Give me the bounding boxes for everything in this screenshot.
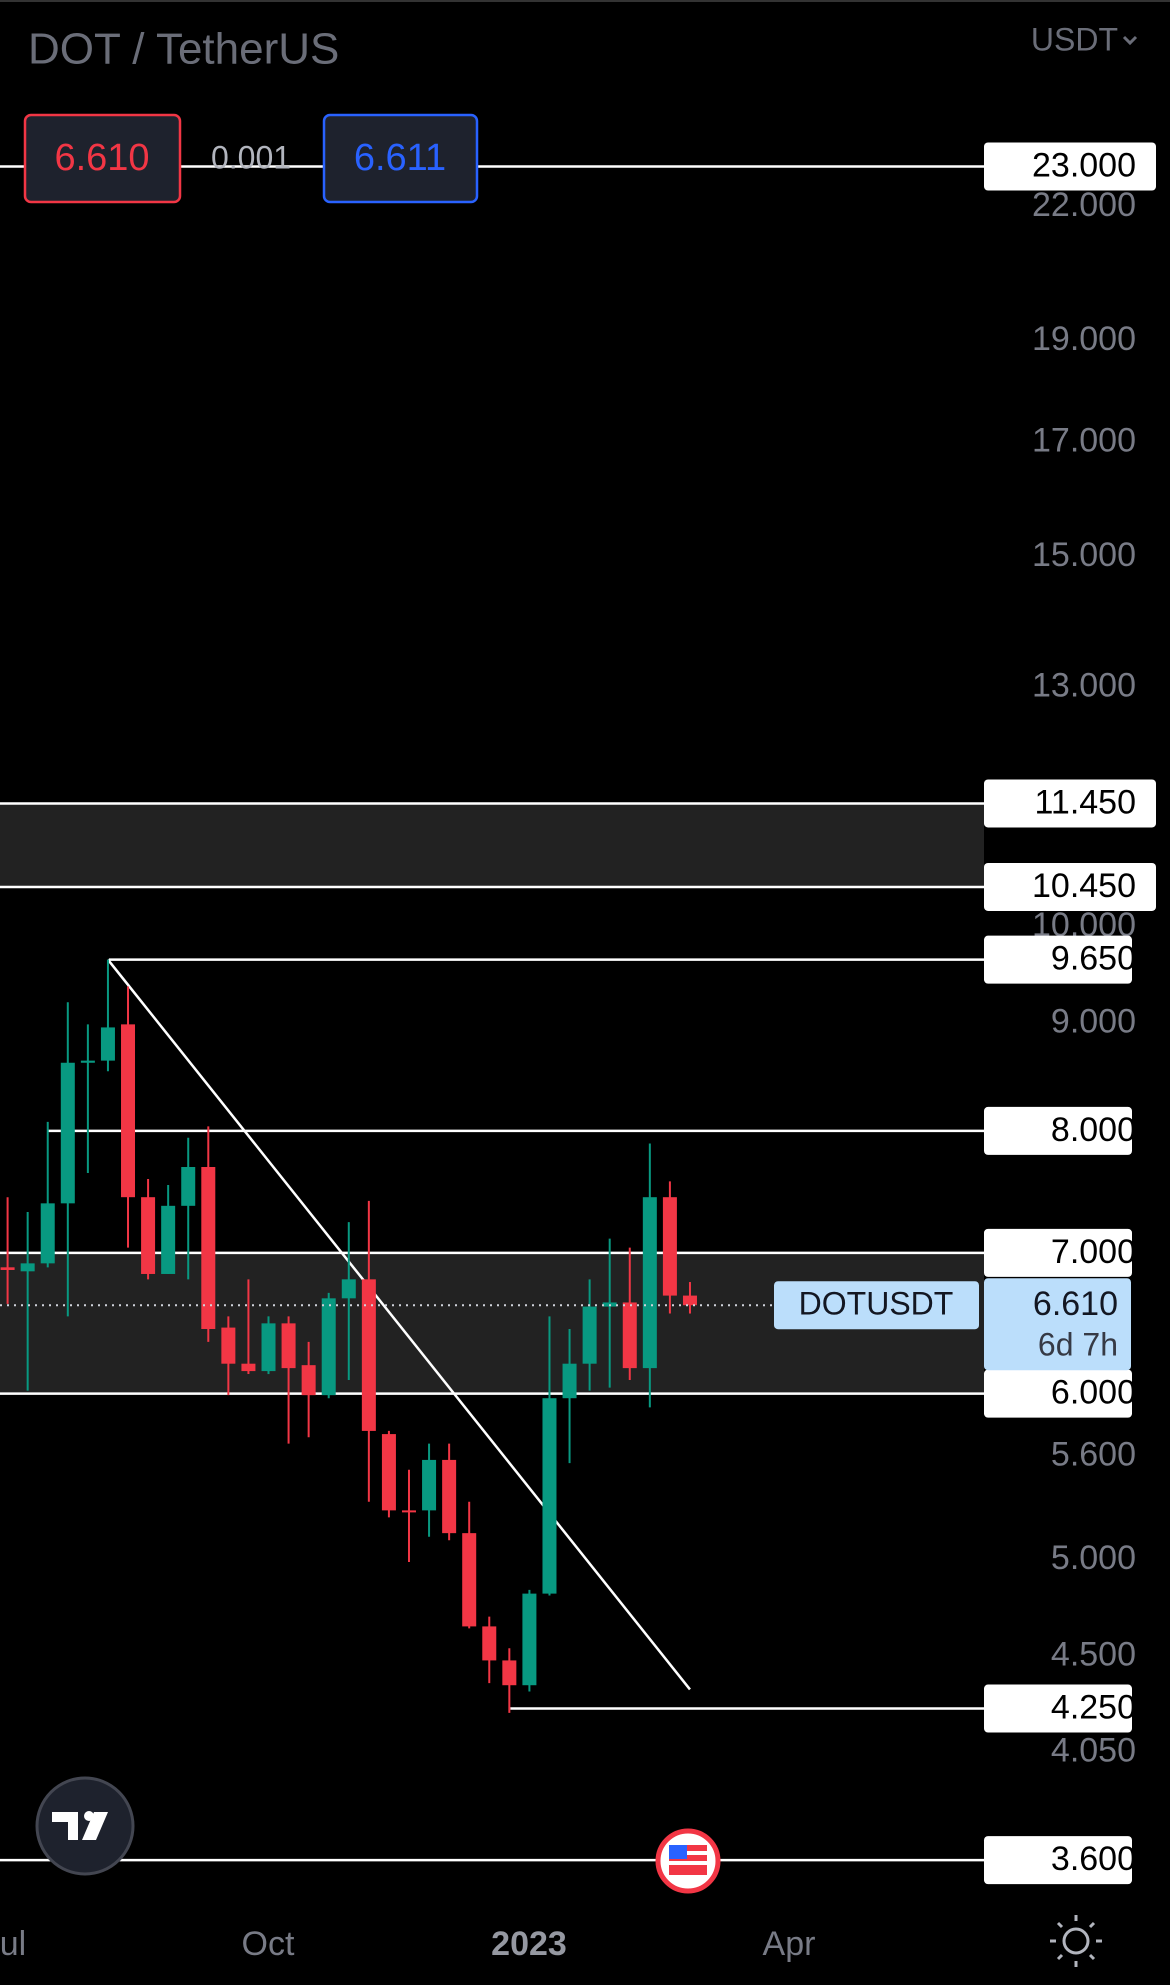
spread: 0.001 [211,139,291,175]
candle-body [442,1459,457,1534]
flag-canton [669,1845,687,1859]
level-label-box [984,1228,1132,1277]
candle-body [141,1197,156,1274]
candle-body [221,1327,236,1364]
flag-stripe [669,1851,707,1855]
x-tick-label: 2023 [491,1925,567,1963]
candle-body [502,1660,517,1686]
tradingview-logo[interactable] [35,1776,135,1876]
level-label-box [984,779,1156,828]
countdown: 6d 7h [1038,1327,1118,1363]
candle-body [80,1060,95,1063]
level-label: 10.450 [1032,867,1136,905]
level-label: 3.600 [1051,1840,1136,1878]
candle-body [100,1027,115,1061]
currency-chevron [1122,35,1138,46]
y-tick-label: 19.000 [1032,320,1136,358]
y-tick-label: 5.000 [1051,1539,1136,1577]
economic-event[interactable] [655,1828,721,1894]
candle-body [60,1062,75,1204]
level-label-box [984,1684,1132,1733]
buy-price: 6.611 [354,137,446,179]
buy-button[interactable] [322,113,479,204]
candle-body [462,1533,477,1627]
level-label: 7.000 [1051,1233,1136,1271]
y-tick-label: 4.050 [1051,1732,1136,1770]
level-label: 9.650 [1051,940,1136,978]
y-tick-label: 22.000 [1032,186,1136,224]
candle-body [582,1306,597,1364]
trendline [106,958,691,1691]
sun-core [1062,1927,1090,1955]
symbol-title: DOT / TetherUS [28,25,339,74]
candle-body [522,1593,537,1686]
candle-body [161,1205,176,1274]
candle-body [40,1203,55,1264]
candle-body [0,1267,15,1270]
candle-body [321,1298,336,1396]
candle-body [261,1323,276,1372]
x-tick-label: Apr [763,1925,816,1963]
level-label: 4.250 [1051,1689,1136,1727]
plot-area: 22.00019.00017.00015.00013.00010.0009.00… [0,142,1156,1963]
candle-body [662,1197,677,1296]
x-tick-label: ul [0,1925,26,1963]
y-tick-label: 17.000 [1032,422,1136,460]
level-label: 23.000 [1032,146,1136,184]
candle-body [361,1279,376,1431]
candle-body [401,1510,416,1513]
candle-body [642,1197,657,1369]
level-label-box [984,862,1156,911]
level-label: 11.450 [1035,783,1136,821]
candle-body [381,1434,396,1511]
settings-icon[interactable] [1050,1915,1102,1967]
candle-body [301,1365,316,1396]
candle-body [121,1024,136,1198]
level-label: 8.000 [1051,1111,1136,1149]
candle-body [482,1626,497,1661]
level-label-box [984,142,1156,191]
candle-body [20,1263,35,1272]
sun-rays [1050,1915,1102,1967]
level-label-box [984,1369,1132,1418]
flag-stripe [669,1861,707,1865]
last-price-box [984,1278,1131,1371]
y-tick-label: 4.500 [1051,1635,1136,1673]
logo-dot [84,1811,94,1821]
candle-body [181,1167,196,1206]
candle-body [542,1398,557,1594]
level-label-box [984,1106,1132,1155]
x-tick-label: Oct [242,1925,295,1963]
level-label-box [984,1836,1132,1885]
y-tick-label: 5.600 [1051,1436,1136,1474]
currency-selector[interactable]: USDT [1031,21,1118,57]
y-tick-label: 9.000 [1051,1002,1136,1040]
symbol-tag-text: DOTUSDT [799,1286,954,1322]
candle-body [341,1279,356,1299]
candle-body [682,1295,697,1306]
zone [0,803,984,887]
candle-body [622,1302,637,1369]
y-tick-label: 15.000 [1032,536,1136,574]
logo-mark [52,1812,108,1840]
candle-body [562,1363,577,1399]
sell-price: 6.610 [54,137,149,179]
y-tick-label: 13.000 [1032,667,1136,705]
overlay: DOT / TetherUS USDT 6.610 0.001 6.611 [23,21,1138,1967]
last-price-label: 6.610 [1033,1285,1118,1323]
candle-body [281,1323,296,1369]
candle-body [422,1459,437,1511]
level-label: 6.000 [1051,1374,1136,1412]
level-label-box [984,935,1132,984]
sell-button[interactable] [23,113,182,204]
candle-body [241,1363,256,1372]
logo-circle [35,1776,135,1876]
candle-body [201,1167,216,1330]
symbol-tag [774,1281,979,1330]
